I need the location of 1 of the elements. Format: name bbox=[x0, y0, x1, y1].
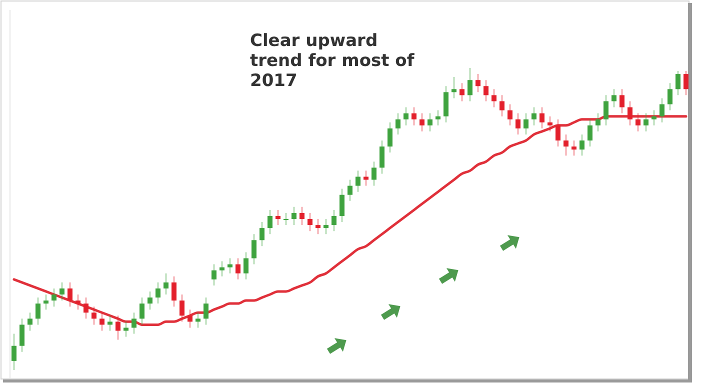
annotation: Clear upward trend for most of 2017 bbox=[250, 31, 415, 91]
